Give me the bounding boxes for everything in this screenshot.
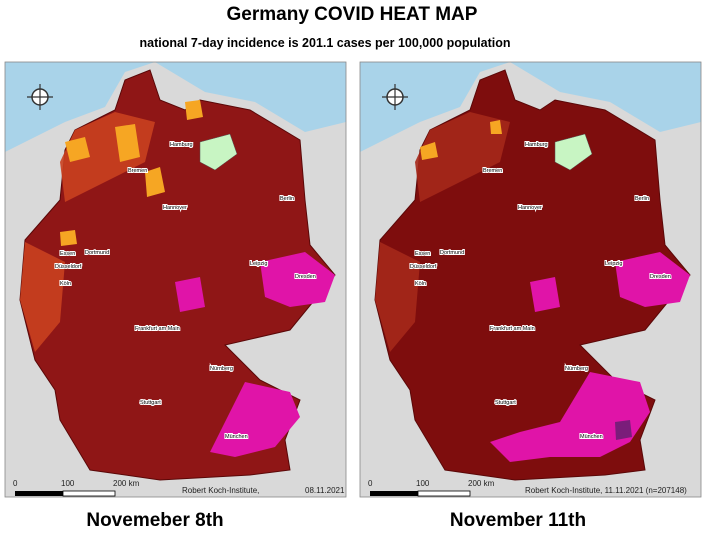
city-label: Leipzig — [605, 261, 622, 267]
orange-spots — [60, 100, 203, 246]
sea — [360, 62, 701, 152]
compass-arms — [382, 84, 408, 110]
green-region — [554, 133, 593, 171]
subtitle: national 7-day incidence is 201.1 cases … — [139, 36, 511, 50]
map-frame — [4, 61, 347, 498]
west-regions — [375, 112, 510, 352]
city-label: Berlin — [635, 196, 649, 202]
city-label: Düsseldorf — [55, 264, 82, 270]
city-label: Frankfurt am Main — [490, 326, 535, 332]
city-label: Berlin — [280, 196, 294, 202]
credit: Robert Koch-Institute, — [182, 486, 259, 495]
compass-arms — [27, 84, 53, 110]
orange-spots — [420, 120, 502, 160]
city-label: Dortmund — [85, 250, 109, 256]
city-label: Essen — [60, 251, 75, 257]
scale-black — [370, 491, 418, 496]
sea — [5, 62, 346, 152]
map-panel: Hamburg Bremen Berlin Hannover Essen Dortmund… — [4, 61, 347, 498]
city-label: Nürnberg — [565, 366, 588, 372]
city-label: Hannover — [518, 205, 542, 211]
city-label: Nürnberg — [210, 366, 233, 372]
city-label: Stuttgart — [495, 400, 516, 406]
purple-spot — [615, 420, 632, 440]
map-frame — [359, 61, 702, 498]
city-label: Leipzig — [250, 261, 267, 267]
credit: Robert Koch-Institute, 11.11.2021 (n=207… — [525, 486, 687, 495]
city-label: Stuttgart — [140, 400, 161, 406]
city-label: Hamburg — [525, 142, 548, 148]
city-label: München — [580, 434, 603, 440]
city-label: Köln — [60, 281, 71, 287]
scale-label: 0 — [368, 479, 373, 488]
bavaria-pink — [490, 372, 650, 462]
scale-label: 100 — [416, 479, 430, 488]
date: 08.11.2021 — [305, 486, 345, 495]
city-label: Dresden — [650, 274, 671, 280]
title: Germany COVID HEAT MAP — [226, 4, 478, 25]
west-regions — [20, 112, 155, 352]
city-label: Düsseldorf — [410, 264, 437, 270]
city-label: Dresden — [295, 274, 316, 280]
caption: Novemeber 8th — [86, 510, 224, 531]
city-label: Bremen — [483, 168, 502, 174]
scale-black — [15, 491, 63, 496]
city-label: München — [225, 434, 248, 440]
saxony-pink — [530, 252, 690, 312]
green-region — [199, 133, 238, 171]
scale-white — [417, 490, 471, 497]
scale-label: 0 — [13, 479, 18, 488]
city-label: Essen — [415, 251, 430, 257]
city-label: Hamburg — [170, 142, 193, 148]
caption: November 11th — [449, 510, 587, 531]
map-body — [360, 62, 701, 497]
scale-label: 100 — [61, 479, 75, 488]
city-label: Köln — [415, 281, 426, 287]
scale-label: 200 km — [113, 479, 140, 488]
map-body — [5, 62, 346, 497]
map-panel: Hamburg Bremen Berlin Hannover Essen Dortmund… — [359, 61, 702, 498]
city-label: Hannover — [163, 205, 187, 211]
bavaria-pink — [210, 382, 300, 457]
scale-white — [62, 490, 116, 497]
city-label: Bremen — [128, 168, 147, 174]
city-label: Frankfurt am Main — [135, 326, 180, 332]
saxony-pink — [175, 252, 335, 312]
scale-label: 200 km — [468, 479, 495, 488]
city-label: Dortmund — [440, 250, 464, 256]
